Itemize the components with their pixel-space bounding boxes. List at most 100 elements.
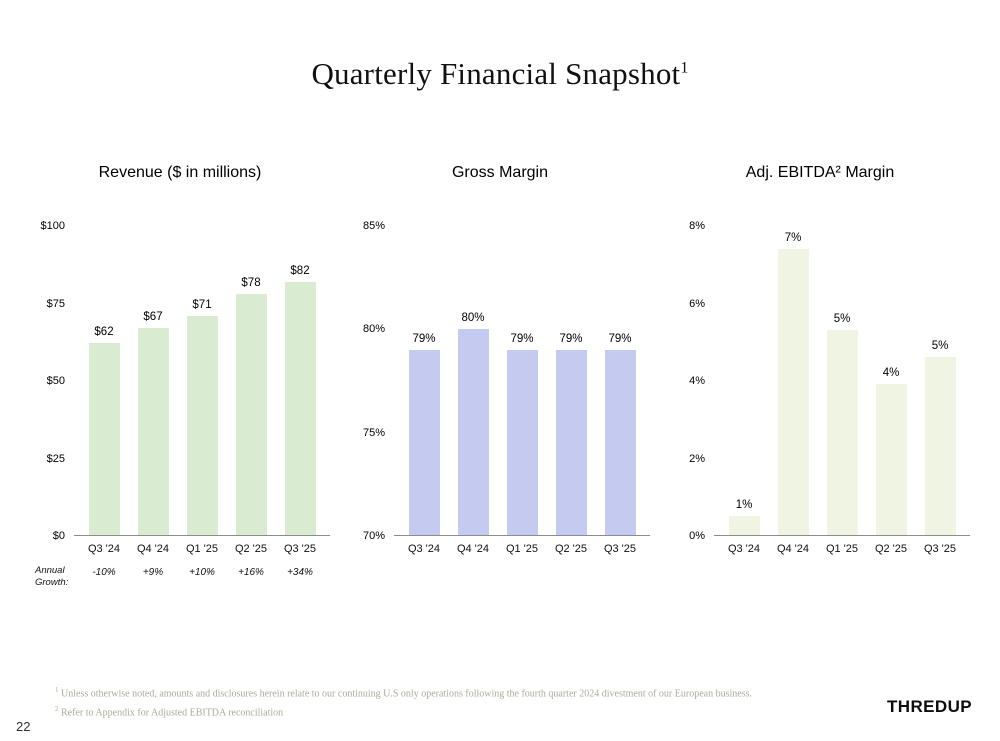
bar-group: 80% [451, 226, 495, 535]
annual-growth-area: Annual Growth: -10% +9% +10% +16% +34% [30, 565, 330, 588]
bar-group: $67 [131, 226, 175, 535]
x-axis-label: Q3 '24 [87, 543, 121, 555]
bar [728, 515, 760, 535]
bar-value-label: $78 [241, 276, 261, 289]
x-axis-label: Q3 '25 [923, 543, 957, 555]
annual-growth-value: +16% [238, 567, 264, 578]
x-axis-label: Q2 '25 [234, 543, 268, 555]
bar-group: $71 [180, 226, 224, 535]
x-axis-label: Q2 '25 [554, 543, 588, 555]
bar-value-label: 79% [608, 332, 632, 345]
plot-area: 79% 80% 79% 79% 79% [394, 226, 650, 536]
x-axis-label: Q3 '24 [407, 543, 441, 555]
chart-body: 0% 2% 4% 6% 8% 1% 7% 5% 4% 5% [670, 220, 970, 542]
bar-group: 1% [722, 226, 766, 535]
gross-margin-chart: Gross Margin 70% 75% 80% 85% 79% 80% 79% 79% 79… [350, 164, 650, 578]
bar-group: 79% [500, 226, 544, 535]
bar [88, 343, 120, 535]
annual-growth-value: +34% [287, 567, 313, 578]
y-axis: $0 $25 $50 $75 $100 [30, 220, 74, 542]
bar-value-label: 7% [784, 232, 802, 245]
bar-value-label: 79% [559, 332, 583, 345]
footnote-1-superscript: 1 [55, 686, 59, 694]
bar [506, 349, 538, 535]
bar-group: 79% [549, 226, 593, 535]
x-axis-label: Q1 '25 [185, 543, 219, 555]
annual-growth-value: +9% [142, 567, 164, 578]
revenue-chart: Revenue ($ in millions) $0 $25 $50 $75 $100 … [30, 164, 330, 588]
y-tick-label: 6% [689, 297, 705, 310]
x-axis-label: Q1 '25 [505, 543, 539, 555]
plot-area: $62 $67 $71 $78 $82 [74, 226, 330, 536]
adj-ebitda-margin-chart-title: Adj. EBITDA² Margin [745, 164, 895, 181]
bar-value-label: 79% [412, 332, 436, 345]
bar [284, 281, 316, 535]
y-tick-label: 75% [362, 426, 385, 439]
gross-margin-chart-title: Gross Margin [451, 164, 549, 181]
adj-ebitda-margin-chart: Adj. EBITDA² Margin 0% 2% 4% 6% 8% 1% 7% 5% 4% 5… [670, 164, 970, 578]
bar-value-label: $82 [290, 264, 310, 277]
bar [604, 349, 636, 535]
bar [777, 249, 809, 535]
bar-value-label: 79% [510, 332, 534, 345]
x-axis-labels: Q3 '24 Q4 '24 Q1 '25 Q2 '25 Q3 '25 [394, 543, 650, 555]
page-number: 22 [16, 719, 31, 734]
chart-body: $0 $25 $50 $75 $100 $62 $67 $71 $78 $82 [30, 220, 330, 542]
revenue-chart-title: Revenue ($ in millions) [98, 164, 262, 181]
thredup-logo: THREDUP [887, 697, 972, 716]
bar [235, 293, 267, 535]
footnotes: 1 Unless otherwise noted, amounts and di… [55, 684, 752, 723]
bar-group: 7% [771, 226, 815, 535]
bar-value-label: 5% [931, 340, 949, 353]
chart-body: 70% 75% 80% 85% 79% 80% 79% 79% 79% [350, 220, 650, 542]
bar [875, 384, 907, 535]
slide-title-superscript: 1 [680, 59, 689, 77]
bar [826, 330, 858, 535]
bar-group: 5% [918, 226, 962, 535]
bar-group: 4% [869, 226, 913, 535]
bar-value-label: 1% [735, 498, 753, 511]
x-axis-label: Q4 '24 [776, 543, 810, 555]
bar-value-label: $71 [192, 298, 212, 311]
y-axis: 70% 75% 80% 85% [350, 220, 394, 542]
x-axis-labels: Q3 '24 Q4 '24 Q1 '25 Q2 '25 Q3 '25 [74, 543, 330, 555]
bar-group: $78 [229, 226, 273, 535]
x-axis-label: Q4 '24 [456, 543, 490, 555]
y-tick-label: $0 [52, 530, 65, 542]
x-axis-labels: Q3 '24 Q4 '24 Q1 '25 Q2 '25 Q3 '25 [714, 543, 970, 555]
annual-growth-label: Annual Growth: [35, 565, 69, 589]
growth-values: -10% +9% +10% +16% +34% [74, 567, 330, 578]
plot-area: 1% 7% 5% 4% 5% [714, 226, 970, 536]
footnote-1-text: Unless otherwise noted, amounts and disc… [61, 688, 752, 700]
x-axis-label: Q4 '24 [136, 543, 170, 555]
bar-value-label: $67 [143, 310, 163, 323]
annual-growth-value: -10% [92, 567, 116, 578]
bar-group: $62 [82, 226, 126, 535]
bar [555, 349, 587, 535]
bar [457, 329, 489, 535]
footnote-2: 2 Refer to Appendix for Adjusted EBITDA … [55, 703, 752, 722]
y-tick-label: $75 [46, 297, 65, 310]
y-tick-label: $25 [46, 452, 65, 465]
footnote-1: 1 Unless otherwise noted, amounts and di… [55, 684, 752, 703]
y-tick-label: $100 [40, 220, 65, 232]
y-axis: 0% 2% 4% 6% 8% [670, 220, 714, 542]
bar-value-label: 5% [833, 313, 851, 326]
x-axis-label: Q2 '25 [874, 543, 908, 555]
bar-group: 79% [598, 226, 642, 535]
y-tick-label: 80% [362, 323, 385, 336]
bar-value-label: 80% [461, 312, 485, 324]
bar-value-label: $62 [94, 326, 114, 339]
slide-title-text: Quarterly Financial Snapshot [311, 56, 681, 91]
bar [186, 315, 218, 535]
y-tick-label: 0% [689, 530, 705, 542]
x-axis-label: Q3 '25 [283, 543, 317, 555]
bar [137, 327, 169, 535]
y-tick-label: 8% [689, 220, 705, 232]
bar-group: 79% [402, 226, 446, 535]
x-axis-label: Q1 '25 [825, 543, 859, 555]
y-tick-label: $50 [46, 375, 65, 387]
y-tick-label: 2% [689, 452, 705, 465]
footnote-2-text: Refer to Appendix for Adjusted EBITDA re… [61, 707, 284, 719]
bar-value-label: 4% [882, 367, 900, 380]
